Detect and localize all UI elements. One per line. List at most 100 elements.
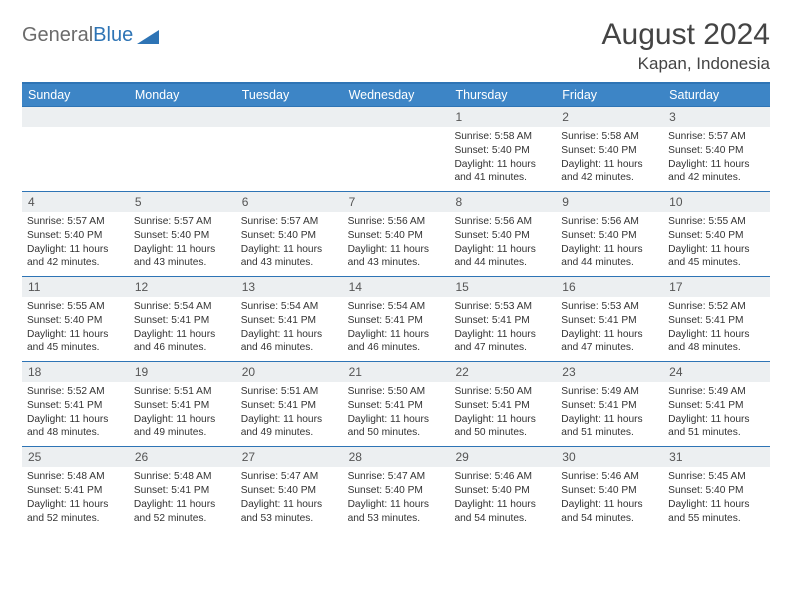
- day-number: 13: [236, 277, 343, 297]
- day-info-line: and 53 minutes.: [348, 512, 445, 526]
- day-info-line: and 49 minutes.: [241, 426, 338, 440]
- day-info-cell: Sunrise: 5:56 AMSunset: 5:40 PMDaylight:…: [343, 212, 450, 276]
- day-info-line: Sunrise: 5:45 AM: [668, 470, 765, 484]
- day-info-line: Daylight: 11 hours: [668, 328, 765, 342]
- day-number: 4: [22, 192, 129, 212]
- day-info-line: Sunset: 5:41 PM: [241, 314, 338, 328]
- day-info-cell: Sunrise: 5:50 AMSunset: 5:41 PMDaylight:…: [343, 382, 450, 446]
- day-number-row: 25262728293031: [22, 446, 770, 467]
- day-info-line: Daylight: 11 hours: [668, 243, 765, 257]
- day-info-line: Daylight: 11 hours: [561, 158, 658, 172]
- location: Kapan, Indonesia: [602, 54, 770, 74]
- day-info-line: Daylight: 11 hours: [27, 413, 124, 427]
- day-number: 5: [129, 192, 236, 212]
- day-info-line: Sunset: 5:40 PM: [241, 484, 338, 498]
- day-info-line: Sunset: 5:41 PM: [454, 399, 551, 413]
- day-info-line: Sunrise: 5:47 AM: [241, 470, 338, 484]
- day-info-line: Sunrise: 5:57 AM: [27, 215, 124, 229]
- day-info-line: and 43 minutes.: [134, 256, 231, 270]
- logo-triangle-icon: [137, 28, 159, 44]
- day-info-line: Sunset: 5:41 PM: [348, 314, 445, 328]
- day-info-line: and 42 minutes.: [27, 256, 124, 270]
- day-info-cell: Sunrise: 5:57 AMSunset: 5:40 PMDaylight:…: [22, 212, 129, 276]
- day-info-cell: Sunrise: 5:52 AMSunset: 5:41 PMDaylight:…: [663, 297, 770, 361]
- day-info-line: and 48 minutes.: [668, 341, 765, 355]
- day-info-line: Daylight: 11 hours: [454, 243, 551, 257]
- day-info-line: Sunset: 5:40 PM: [561, 144, 658, 158]
- day-info-line: Daylight: 11 hours: [454, 413, 551, 427]
- day-info-line: Sunrise: 5:46 AM: [561, 470, 658, 484]
- day-info-cell: Sunrise: 5:47 AMSunset: 5:40 PMDaylight:…: [236, 467, 343, 531]
- day-info-line: Daylight: 11 hours: [27, 328, 124, 342]
- day-info-line: and 53 minutes.: [241, 512, 338, 526]
- day-info-line: and 55 minutes.: [668, 512, 765, 526]
- day-info-line: Daylight: 11 hours: [668, 413, 765, 427]
- day-info-line: and 45 minutes.: [668, 256, 765, 270]
- day-info-cell: Sunrise: 5:58 AMSunset: 5:40 PMDaylight:…: [556, 127, 663, 191]
- day-info-cell: [236, 127, 343, 191]
- logo-text-2: Blue: [93, 24, 133, 47]
- day-number: 6: [236, 192, 343, 212]
- day-info-cell: Sunrise: 5:57 AMSunset: 5:40 PMDaylight:…: [236, 212, 343, 276]
- day-info-line: Sunset: 5:41 PM: [348, 399, 445, 413]
- day-info-cell: Sunrise: 5:57 AMSunset: 5:40 PMDaylight:…: [663, 127, 770, 191]
- day-info-cell: Sunrise: 5:49 AMSunset: 5:41 PMDaylight:…: [556, 382, 663, 446]
- day-info-line: Daylight: 11 hours: [241, 328, 338, 342]
- day-info-line: Daylight: 11 hours: [241, 498, 338, 512]
- day-info-line: and 52 minutes.: [134, 512, 231, 526]
- day-info-line: Sunrise: 5:49 AM: [668, 385, 765, 399]
- day-number: 21: [343, 362, 450, 382]
- day-info-line: Daylight: 11 hours: [241, 413, 338, 427]
- day-number-row: 18192021222324: [22, 361, 770, 382]
- weekday-header: Friday: [556, 84, 663, 106]
- weekday-header-row: SundayMondayTuesdayWednesdayThursdayFrid…: [22, 84, 770, 106]
- day-info-cell: Sunrise: 5:46 AMSunset: 5:40 PMDaylight:…: [449, 467, 556, 531]
- day-number: 1: [449, 107, 556, 127]
- day-info-cell: Sunrise: 5:55 AMSunset: 5:40 PMDaylight:…: [663, 212, 770, 276]
- day-info-line: Sunset: 5:41 PM: [27, 399, 124, 413]
- day-info-line: Daylight: 11 hours: [454, 158, 551, 172]
- day-info-cell: Sunrise: 5:57 AMSunset: 5:40 PMDaylight:…: [129, 212, 236, 276]
- day-info-cell: Sunrise: 5:51 AMSunset: 5:41 PMDaylight:…: [236, 382, 343, 446]
- day-info-line: Sunrise: 5:53 AM: [561, 300, 658, 314]
- day-info-line: Sunset: 5:40 PM: [668, 484, 765, 498]
- day-info-line: and 50 minutes.: [454, 426, 551, 440]
- day-info-line: Sunrise: 5:52 AM: [668, 300, 765, 314]
- day-info-cell: Sunrise: 5:51 AMSunset: 5:41 PMDaylight:…: [129, 382, 236, 446]
- day-info-line: Sunset: 5:41 PM: [134, 314, 231, 328]
- day-info-line: Sunset: 5:40 PM: [27, 229, 124, 243]
- day-info-cell: Sunrise: 5:54 AMSunset: 5:41 PMDaylight:…: [236, 297, 343, 361]
- day-info-line: Daylight: 11 hours: [134, 243, 231, 257]
- day-info-line: Sunrise: 5:54 AM: [348, 300, 445, 314]
- day-info-line: Sunset: 5:40 PM: [454, 144, 551, 158]
- day-info-line: Sunset: 5:41 PM: [454, 314, 551, 328]
- logo: GeneralBlue: [22, 18, 159, 47]
- header: GeneralBlue August 2024 Kapan, Indonesia: [22, 18, 770, 74]
- day-info-cell: Sunrise: 5:53 AMSunset: 5:41 PMDaylight:…: [449, 297, 556, 361]
- day-info-line: and 42 minutes.: [561, 171, 658, 185]
- day-number: 16: [556, 277, 663, 297]
- day-info-cell: Sunrise: 5:54 AMSunset: 5:41 PMDaylight:…: [343, 297, 450, 361]
- day-number: 8: [449, 192, 556, 212]
- day-info-cell: [343, 127, 450, 191]
- day-number: 27: [236, 447, 343, 467]
- day-info-line: Sunrise: 5:49 AM: [561, 385, 658, 399]
- day-number: 24: [663, 362, 770, 382]
- day-info-cell: Sunrise: 5:50 AMSunset: 5:41 PMDaylight:…: [449, 382, 556, 446]
- day-info-line: Daylight: 11 hours: [454, 498, 551, 512]
- day-info-cell: Sunrise: 5:56 AMSunset: 5:40 PMDaylight:…: [556, 212, 663, 276]
- day-info-line: Sunset: 5:40 PM: [454, 229, 551, 243]
- day-info-line: Daylight: 11 hours: [134, 328, 231, 342]
- day-info-line: Daylight: 11 hours: [348, 328, 445, 342]
- day-info-line: Sunset: 5:40 PM: [348, 484, 445, 498]
- day-info-line: Daylight: 11 hours: [27, 243, 124, 257]
- day-info-line: Daylight: 11 hours: [668, 158, 765, 172]
- day-number: 17: [663, 277, 770, 297]
- weekday-header: Sunday: [22, 84, 129, 106]
- day-info-line: Daylight: 11 hours: [561, 498, 658, 512]
- logo-text-1: General: [22, 24, 93, 47]
- day-info-line: Sunset: 5:40 PM: [134, 229, 231, 243]
- day-info-line: Sunset: 5:40 PM: [561, 484, 658, 498]
- day-info-line: and 51 minutes.: [668, 426, 765, 440]
- day-info-line: and 45 minutes.: [27, 341, 124, 355]
